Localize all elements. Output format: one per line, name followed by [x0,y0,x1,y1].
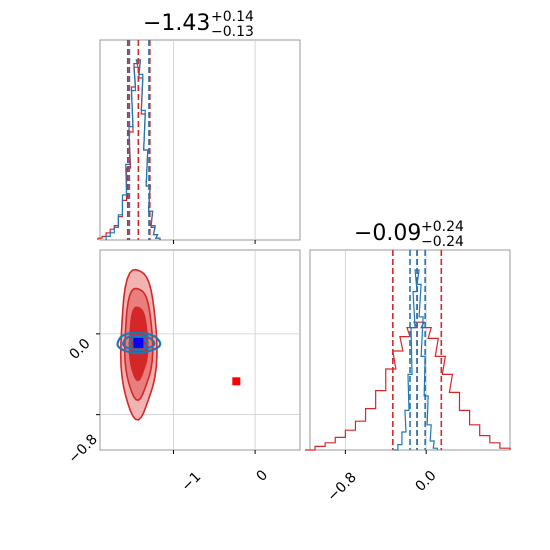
x-tick-label-param1-1: 0.0 [413,468,440,495]
histogram-param0-panel [97,39,301,244]
histogram-param0-blue [105,59,161,240]
title-param0-plus: +0.14 [211,9,254,25]
histogram-param0-frame [99,39,301,241]
title-param1-median: −0.09 [354,221,421,246]
marker-blue [133,337,144,348]
title-param0-minus: −0.13 [211,24,254,40]
title-param0-median: −1.43 [143,11,210,36]
marker-red [232,377,241,386]
histogram-param1-blue [393,269,438,451]
y-tick-label-param1-0: −0.8 [66,431,101,466]
x-tick-label-param0-0: −1 [179,469,205,495]
contour-blue-level-0 [116,331,162,355]
y-tick-label-param1-1: 0.0 [67,336,94,363]
histogram-param1-panel [304,249,511,454]
title-param1-minus: −0.24 [421,234,464,250]
title-param0: −1.43 +0.14 −0.13 [143,9,254,40]
x-tick-label-param1-0: −0.8 [325,469,360,504]
title-param1: −0.09 +0.24 −0.24 [354,219,464,250]
x-tick-label-param0-1: 0 [254,467,272,485]
contour-blue-level-1 [122,334,156,352]
title-param1-plus: +0.24 [421,219,464,235]
scatter-2d-panel [96,249,301,454]
